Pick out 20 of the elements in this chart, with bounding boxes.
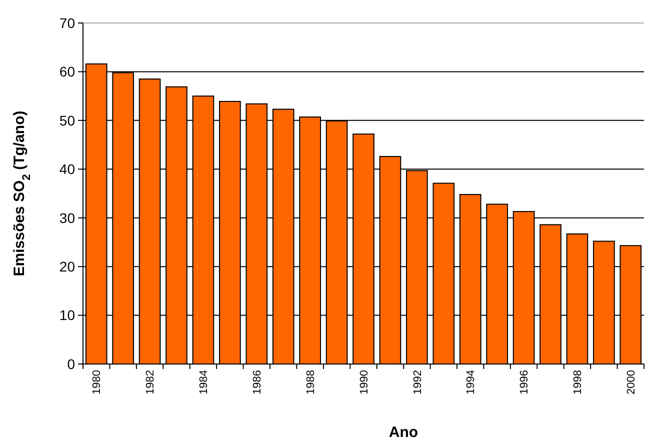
x-tick-label: 1984 (198, 370, 210, 394)
x-tick-label: 1992 (412, 370, 424, 394)
y-tick-label: 30 (59, 210, 76, 226)
x-tick-label: 1988 (304, 370, 317, 394)
x-tick-label: 1996 (518, 370, 531, 394)
y-tick-label: 20 (59, 258, 76, 274)
y-tick-label: 70 (59, 14, 76, 31)
y-tick-label: 10 (59, 307, 76, 324)
x-axis-title: Ano (388, 424, 418, 441)
y-tick-label: 50 (59, 112, 76, 128)
y-tick-label: 40 (59, 161, 76, 178)
x-tick-label: 1990 (358, 370, 370, 394)
y-tick-label: 60 (59, 64, 76, 80)
x-tick-label: 1994 (465, 370, 478, 394)
x-tick-label: 1980 (91, 370, 104, 394)
x-tick-label: 1986 (251, 370, 264, 394)
y-tick-label: 0 (67, 356, 76, 372)
x-tick-label: 1982 (144, 370, 157, 394)
x-tick-label: 2000 (625, 370, 638, 394)
x-tick-label: 1998 (572, 370, 584, 394)
